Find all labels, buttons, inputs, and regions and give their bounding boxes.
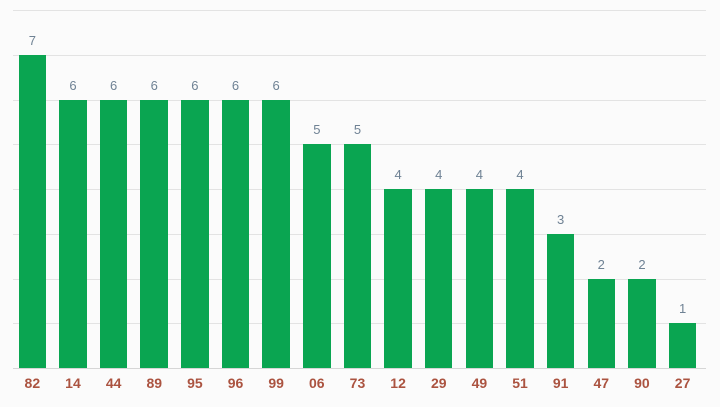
bar[interactable]	[424, 189, 453, 368]
bar[interactable]	[465, 189, 494, 368]
bar[interactable]	[140, 99, 168, 368]
bar-column: 4	[459, 0, 500, 368]
x-axis-label: 27	[674, 375, 691, 391]
bar[interactable]	[303, 144, 331, 368]
bar-column: 6	[175, 0, 216, 368]
x-axis-label: 51	[512, 375, 528, 391]
bar[interactable]	[628, 278, 656, 368]
bar-column: 4	[378, 0, 419, 368]
bar-value-label: 1	[678, 301, 687, 317]
bar-column: 5	[337, 0, 378, 368]
x-axis-label: 06	[309, 375, 325, 391]
bar-column: 2	[622, 0, 663, 368]
x-axis-label: 73	[349, 375, 366, 391]
gridline	[13, 10, 706, 11]
x-axis-label: 90	[634, 375, 650, 391]
bar-value-label: 6	[231, 77, 240, 93]
x-axis-label: 95	[187, 375, 203, 391]
bar[interactable]	[384, 189, 412, 368]
bar-column: 7	[12, 0, 53, 368]
bar[interactable]	[59, 99, 87, 368]
bar[interactable]	[221, 99, 250, 368]
bar-value-label: 6	[272, 77, 280, 93]
bar[interactable]	[506, 189, 534, 368]
x-axis-label: 47	[593, 375, 610, 391]
bar-value-label: 4	[435, 167, 443, 182]
bar[interactable]	[181, 99, 209, 368]
bar-column: 1	[662, 0, 703, 368]
bar-value-label: 7	[28, 32, 36, 48]
gridline	[13, 99, 706, 101]
x-axis-label: 91	[552, 375, 569, 391]
bar[interactable]	[587, 278, 616, 368]
x-axis-label: 96	[227, 375, 244, 391]
plot-area: 7 6 6 6 6 6 6 5 5 4 4 4 4 3 2 2 1	[12, 0, 703, 368]
gridline	[13, 54, 706, 56]
x-axis-label: 14	[65, 375, 81, 391]
bar-column: 6	[256, 0, 297, 368]
bar-column: 6	[53, 0, 94, 368]
bar[interactable]	[546, 233, 575, 368]
bar-value-label: 3	[557, 211, 565, 227]
x-axis-labels: 82 14 44 89 95 96 99 06 73 12 29 49 51 91 47 90 27	[12, 368, 703, 391]
bar-value-label: 2	[597, 256, 605, 272]
bar-value-label: 2	[638, 256, 646, 272]
bar[interactable]	[99, 99, 128, 368]
bar-column: 6	[215, 0, 256, 368]
x-axis-label: 99	[268, 375, 284, 391]
bar-value-label: 6	[150, 77, 158, 93]
bar-column: 4	[418, 0, 459, 368]
x-axis-label: 82	[24, 375, 41, 391]
bar-column: 5	[296, 0, 337, 368]
bar-value-label: 5	[313, 122, 321, 138]
bar-column: 6	[93, 0, 134, 368]
x-axis-label: 12	[390, 375, 406, 391]
bar[interactable]	[343, 144, 372, 368]
bar-column: 6	[134, 0, 175, 368]
x-axis-line	[13, 368, 706, 369]
x-axis-label: 29	[430, 375, 447, 391]
x-axis-label: 89	[146, 375, 163, 391]
bar-value-label: 4	[475, 167, 483, 182]
bar[interactable]	[18, 54, 47, 368]
x-axis-label: 44	[105, 375, 122, 391]
bar[interactable]	[262, 99, 290, 368]
bar-value-label: 6	[109, 77, 118, 93]
x-axis-label: 49	[471, 375, 488, 391]
bar-column: 2	[581, 0, 622, 368]
bar-value-label: 5	[353, 122, 362, 138]
bar-column: 3	[540, 0, 581, 368]
bar-value-label: 6	[191, 77, 199, 93]
bar-value-label: 6	[69, 77, 77, 93]
bar-value-label: 4	[516, 167, 524, 182]
bar-column: 4	[500, 0, 541, 368]
bar[interactable]	[668, 323, 697, 368]
bar-value-label: 4	[394, 167, 402, 182]
